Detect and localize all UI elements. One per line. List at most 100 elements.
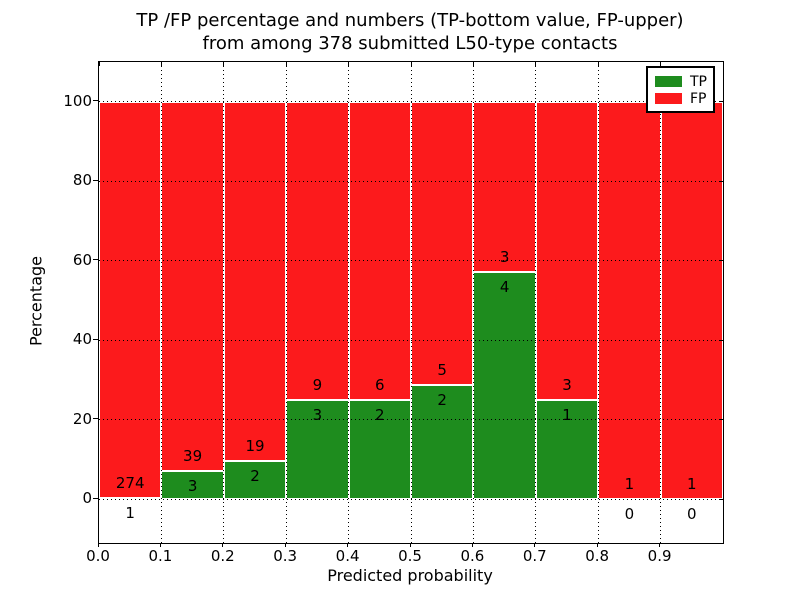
right-tick <box>719 101 723 103</box>
chart-title-line2: from among 378 submitted L50-type contac… <box>202 33 618 54</box>
bar-segment-tp <box>411 385 474 499</box>
bar-count-label-fp: 5 <box>437 361 447 380</box>
bar-count-label-fp: 3 <box>499 247 510 266</box>
bar-segment-tp <box>348 399 411 499</box>
bar-count-label-fp: 274 <box>115 473 145 492</box>
y-tick-label: 0 <box>82 489 92 507</box>
top-tick <box>472 62 474 66</box>
y-tick-label: 100 <box>63 91 92 110</box>
x-tick-label: 0.8 <box>585 547 610 565</box>
bar-count-label-fp: 6 <box>375 375 385 394</box>
x-axis-tick <box>347 543 349 547</box>
vertical-gridline <box>597 62 599 543</box>
x-axis-tick <box>284 543 286 547</box>
top-tick <box>98 62 100 66</box>
y-axis-tick <box>93 497 98 499</box>
bar-count-label-tp: 0 <box>624 505 635 523</box>
x-axis-label: Predicted probability <box>327 566 493 585</box>
bar-count-label-fp: 9 <box>312 375 323 394</box>
y-axis-tick <box>93 418 98 420</box>
bar-segment-tp <box>473 271 536 499</box>
y-axis-tick <box>93 338 98 340</box>
bar-count-label-fp: 19 <box>245 437 265 456</box>
legend: TP FP <box>646 66 715 113</box>
right-tick <box>719 498 723 500</box>
right-tick <box>719 260 723 262</box>
x-tick-label: 0.1 <box>148 547 173 565</box>
horizontal-gridline <box>99 180 723 182</box>
bar-segment-tp <box>223 461 287 499</box>
bar-segment-fp <box>348 101 411 400</box>
x-tick-label: 0.2 <box>210 547 235 565</box>
bar-count-label-tp: 1 <box>125 503 135 522</box>
x-tick-label: 0.0 <box>86 547 110 565</box>
top-tick <box>410 62 412 66</box>
bar-count-label-tp: 1 <box>562 405 572 424</box>
x-axis-tick <box>222 543 224 547</box>
bar-count-label-tp: 2 <box>250 467 260 486</box>
x-axis-tick <box>159 543 161 547</box>
bar-count-label-tp: 3 <box>187 476 198 495</box>
y-tick-label: 40 <box>72 330 92 349</box>
horizontal-gridline <box>99 339 723 341</box>
vertical-gridline <box>160 62 162 543</box>
x-axis-tick <box>471 543 473 547</box>
top-tick <box>535 62 537 66</box>
bar-segment-fp <box>660 101 723 499</box>
chart-title-line1: TP /FP percentage and numbers (TP-bottom… <box>136 10 684 31</box>
legend-label-tp: TP <box>690 73 707 90</box>
vertical-gridline <box>348 62 350 543</box>
y-axis-tick <box>93 259 98 261</box>
vertical-gridline <box>285 62 287 543</box>
top-tick <box>285 62 287 66</box>
legend-label-fp: FP <box>690 90 707 107</box>
vertical-gridline <box>223 62 225 543</box>
vertical-gridline <box>535 62 537 543</box>
x-tick-label: 0.6 <box>460 547 485 565</box>
y-axis-tick <box>93 179 98 181</box>
x-tick-label: 0.4 <box>335 547 360 565</box>
horizontal-gridline <box>99 260 723 262</box>
fp-legend-swatch <box>655 93 682 104</box>
bar-segment-fp <box>286 101 349 400</box>
bar-count-label-tp: 4 <box>499 277 510 296</box>
vertical-gridline <box>660 62 662 543</box>
right-tick <box>719 180 723 182</box>
x-tick-label: 0.7 <box>522 547 547 565</box>
bar-count-label-fp: 39 <box>183 446 203 465</box>
top-tick <box>160 62 162 66</box>
tp-legend-swatch <box>655 76 682 87</box>
legend-item-tp: TP <box>655 73 707 90</box>
x-axis-tick <box>534 543 536 547</box>
bar-segment-fp <box>99 101 162 498</box>
x-axis-tick <box>409 543 411 547</box>
bar-count-label-fp: 1 <box>624 475 635 493</box>
horizontal-gridline <box>99 419 723 421</box>
top-tick <box>597 62 599 66</box>
bar-count-label-tp: 2 <box>375 405 385 424</box>
bar-segment-tp <box>161 470 224 499</box>
bar-count-label-fp: 3 <box>562 375 572 394</box>
bar-segment-fp <box>598 101 661 499</box>
y-axis-tick <box>93 100 98 102</box>
bar-segment-fp <box>161 101 224 471</box>
bar-segment-fp <box>535 101 599 400</box>
bar-segment-fp <box>223 101 287 462</box>
y-tick-label: 20 <box>72 409 92 428</box>
x-axis-tick <box>596 543 598 547</box>
x-axis-tick <box>97 543 99 547</box>
right-tick <box>719 339 723 341</box>
y-tick-label: 80 <box>72 171 92 190</box>
bar-segment-fp <box>411 101 474 386</box>
right-tick <box>719 419 723 421</box>
x-tick-label: 0.9 <box>647 547 672 565</box>
top-tick <box>660 62 662 66</box>
bar-segment-tp <box>535 399 599 499</box>
vertical-gridline <box>472 62 474 543</box>
bar-segment-fp <box>473 101 536 272</box>
bar-count-label-tp: 3 <box>312 405 323 424</box>
y-tick-label: 60 <box>72 250 92 269</box>
bar-segment-tp <box>286 399 349 499</box>
x-tick-label: 0.3 <box>273 547 298 565</box>
